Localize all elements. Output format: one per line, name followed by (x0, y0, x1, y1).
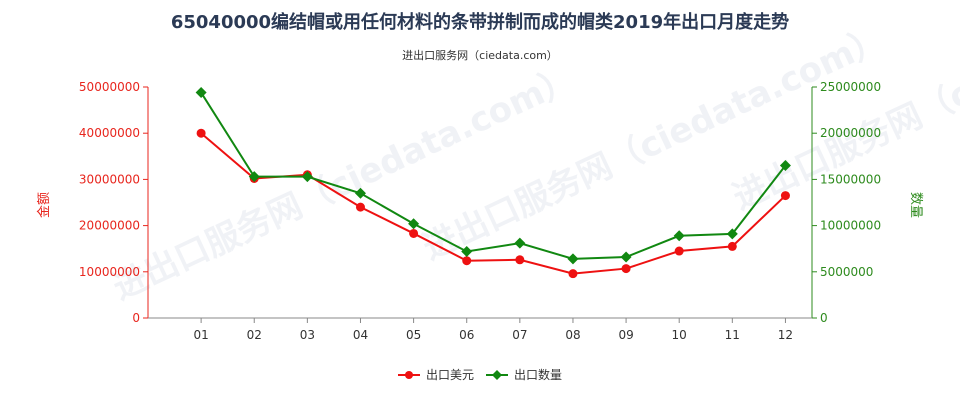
data-point-export-qty (567, 253, 579, 265)
y-axis-label-right: 数量 (908, 192, 923, 218)
data-point-export-qty (779, 160, 791, 172)
data-point-export-usd (621, 264, 631, 274)
data-point-export-qty (354, 187, 366, 199)
x-tick-label: 08 (565, 328, 580, 342)
y-tick-label-right: 15000000 (820, 172, 881, 186)
chart-subtitle: 进出口服务网（ciedata.com） (402, 49, 558, 62)
data-point-export-qty (620, 251, 632, 263)
data-point-export-usd (674, 246, 684, 256)
data-point-export-qty (408, 218, 420, 230)
watermark-text: 进出口服务网（ciedata.com） (107, 58, 582, 308)
data-point-export-usd (409, 228, 419, 238)
y-tick-label-right: 10000000 (820, 219, 881, 233)
data-point-export-usd (196, 128, 206, 138)
x-tick-label: 12 (778, 328, 793, 342)
y-tick-label-left: 10000000 (79, 265, 140, 279)
data-point-export-usd (568, 269, 578, 279)
legend-item-export-usd-marker (405, 371, 413, 379)
series-line-export-usd (200, 132, 787, 275)
series-line-export-qty (200, 92, 787, 260)
chart-title: 65040000编结帽或用任何材料的条带拼制而成的帽类2019年出口月度走势 (170, 12, 790, 33)
data-point-export-qty (195, 87, 207, 99)
data-point-export-usd (515, 255, 525, 265)
x-tick-label: 07 (512, 328, 527, 342)
y-tick-label-left: 20000000 (79, 219, 140, 233)
legend-item-export-qty-marker (492, 370, 502, 380)
data-point-export-qty (461, 245, 473, 257)
data-point-export-usd (780, 191, 790, 201)
x-tick-label: 11 (725, 328, 740, 342)
data-point-export-usd (727, 241, 737, 251)
y-tick-label-left: 0 (132, 311, 140, 325)
y-tick-label-left: 30000000 (79, 172, 140, 186)
x-tick-label: 04 (353, 328, 368, 342)
y-tick-label-left: 50000000 (79, 80, 140, 94)
y-tick-label-right: 0 (820, 311, 828, 325)
data-point-export-qty (248, 171, 260, 183)
y-tick-label-right: 5000000 (820, 265, 873, 279)
watermark: 进出口服务网（ciedata.com）进出口服务网（ciedata.com）进出… (107, 0, 960, 308)
y-axis-label-left: 金额 (36, 192, 52, 218)
y-tick-label-right: 25000000 (820, 80, 881, 94)
x-tick-label: 05 (406, 328, 421, 342)
x-tick-label: 03 (300, 328, 315, 342)
y-tick-label-right: 20000000 (820, 126, 881, 140)
data-point-export-usd (355, 202, 365, 212)
legend-item-export-qty-label: 出口数量 (514, 367, 562, 382)
x-tick-label: 06 (459, 328, 474, 342)
x-tick-label: 01 (193, 328, 208, 342)
x-tick-label: 02 (247, 328, 262, 342)
data-point-export-qty (514, 237, 526, 249)
data-point-export-qty (301, 171, 313, 183)
x-tick-label: 10 (672, 328, 687, 342)
x-tick-label: 09 (618, 328, 633, 342)
y-tick-label-left: 40000000 (79, 126, 140, 140)
data-point-export-usd (462, 256, 472, 266)
data-point-export-qty (673, 230, 685, 242)
legend-item-export-usd-label: 出口美元 (426, 368, 474, 382)
data-point-export-qty (726, 228, 738, 240)
